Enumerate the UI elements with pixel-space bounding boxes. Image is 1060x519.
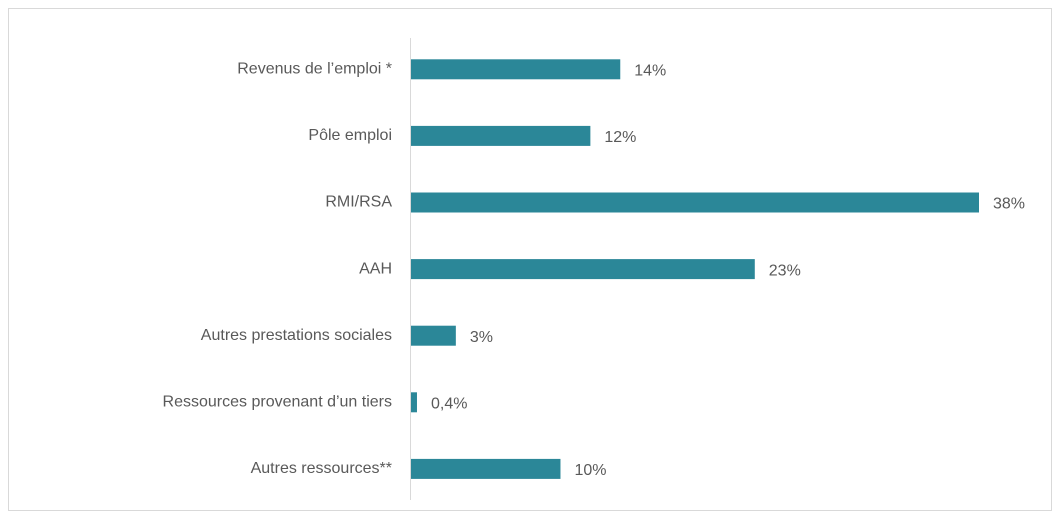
category-label: Revenus de l’emploi * — [237, 61, 392, 78]
value-label: 14% — [634, 63, 666, 80]
category-label: Pôle emploi — [308, 127, 392, 144]
bar — [411, 125, 591, 146]
bar — [411, 192, 979, 213]
value-label: 12% — [604, 129, 636, 146]
bar — [411, 458, 561, 479]
category-label: Autres ressources** — [251, 460, 392, 477]
value-label: 3% — [470, 329, 493, 346]
category-label: AAH — [359, 260, 392, 277]
value-label: 23% — [769, 262, 801, 279]
bar — [411, 392, 417, 413]
value-label: 0,4% — [431, 396, 467, 413]
bar — [411, 325, 456, 346]
value-label: 10% — [574, 462, 606, 479]
bar — [411, 259, 755, 280]
category-label: RMI/RSA — [325, 194, 392, 211]
bar — [411, 59, 621, 80]
category-label: Autres prestations sociales — [201, 327, 392, 344]
category-label: Ressources provenant d’un tiers — [163, 394, 392, 411]
value-label: 38% — [993, 196, 1025, 213]
